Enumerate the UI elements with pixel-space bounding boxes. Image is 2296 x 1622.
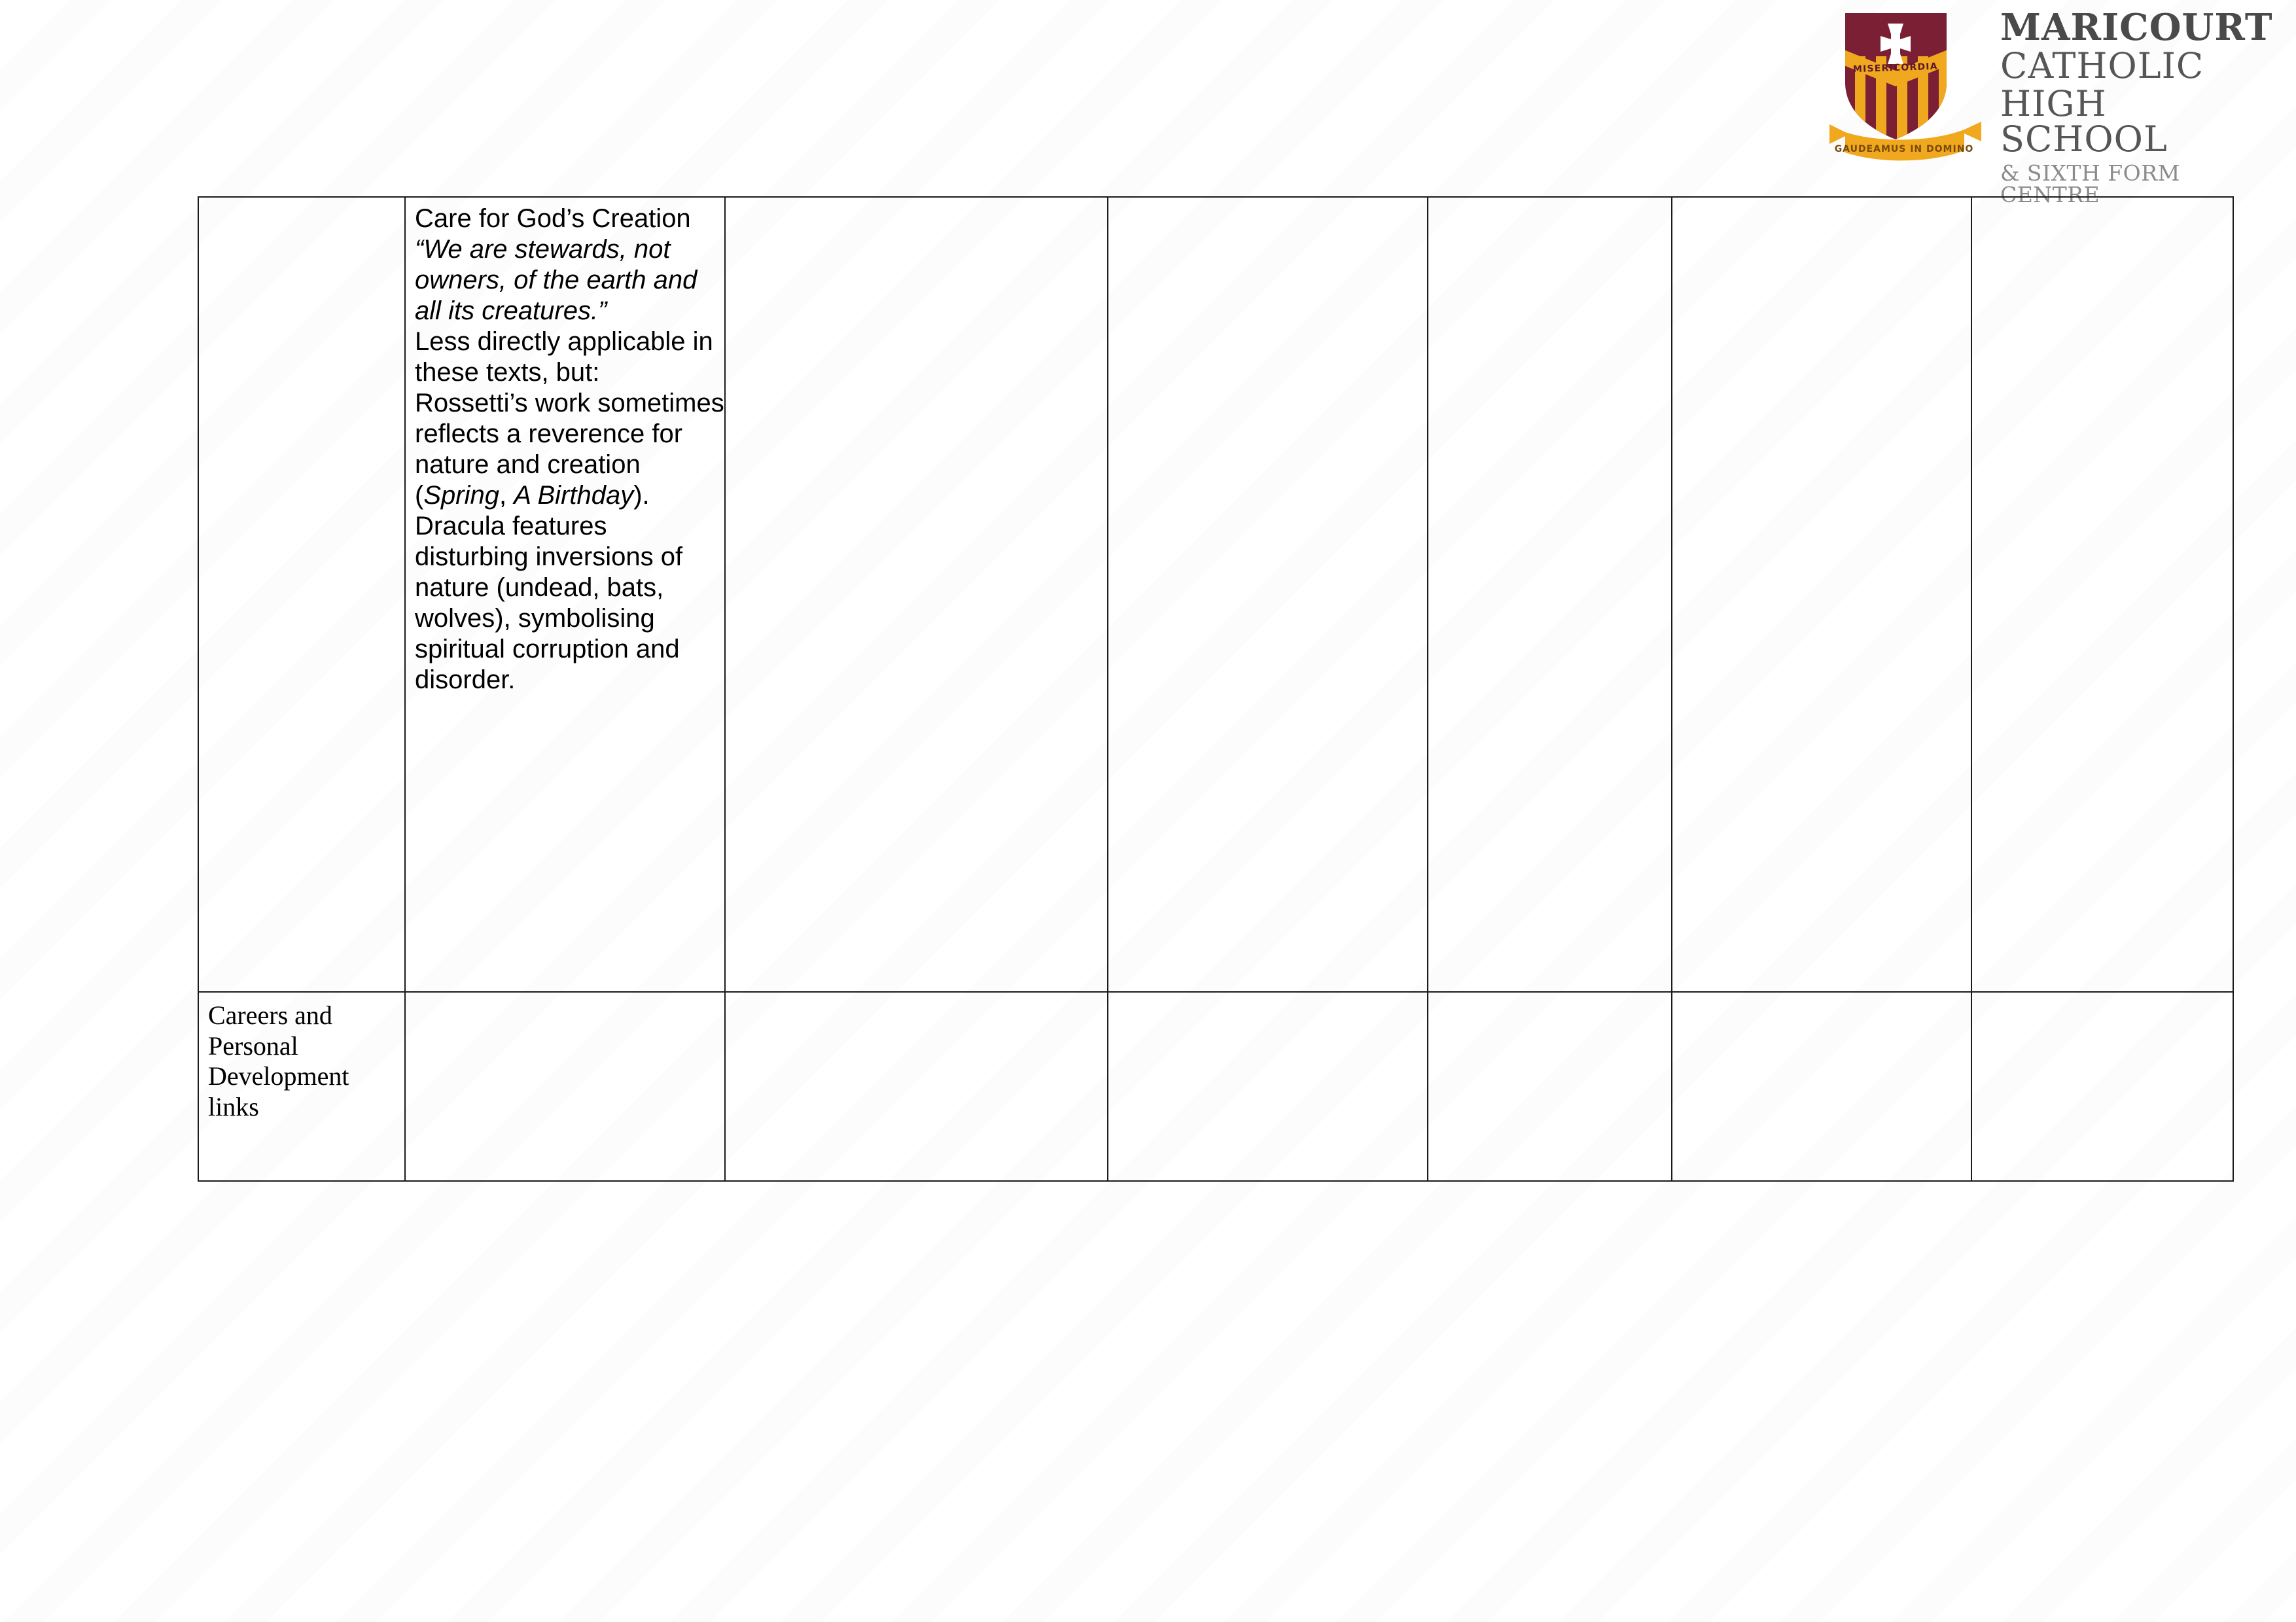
svg-text:MISERICORDIA: MISERICORDIA xyxy=(1853,62,1938,75)
cell-r1c5 xyxy=(1427,196,1672,993)
wordmark-line-high-school: HIGH SCHOOL xyxy=(2000,83,2168,160)
cell-r1c3 xyxy=(724,196,1108,993)
heading-care-for-gods-creation: Care for God’s Creation xyxy=(415,204,691,233)
careers-and-pd-links-label: Careers and Personal Development links xyxy=(208,1000,349,1121)
cell-r2c7 xyxy=(1971,991,2234,1182)
cell-r1c2-care-for-gods-creation: Care for God’s Creation “We are stewards… xyxy=(404,196,726,993)
school-logo: MISERICORDIA GAUDEAMUS IN DOMINO MARICOU… xyxy=(1826,5,2284,205)
rossetti-mid: , xyxy=(499,481,514,510)
care-for-creation-content: Care for God’s Creation “We are stewards… xyxy=(406,198,724,696)
school-wordmark: MARICOURT CATHOLIC HIGH SCHOOL & SIXTH F… xyxy=(2000,5,2284,205)
cell-r2c6 xyxy=(1671,991,1972,1182)
note-less-directly-applicable: Less directly applicable in these texts,… xyxy=(415,327,713,387)
cell-r1c1 xyxy=(198,196,406,993)
cell-r2c4 xyxy=(1107,991,1428,1182)
rossetti-suffix: ). xyxy=(633,481,650,510)
cell-r2c5 xyxy=(1427,991,1672,1182)
table-row: Careers and Personal Development links xyxy=(198,991,2234,1182)
cell-r2c3 xyxy=(724,991,1108,1182)
cell-r1c7 xyxy=(1971,196,2234,993)
table-row: Care for God’s Creation “We are stewards… xyxy=(198,196,2234,993)
cell-r1c6 xyxy=(1671,196,1972,993)
wordmark-line-sixth-form: & SIXTH FORM CENTRE xyxy=(2000,160,2180,207)
poem-title-a-birthday: A Birthday xyxy=(514,481,634,510)
wordmark-line-maricourt: MARICOURT xyxy=(2000,6,2273,49)
note-rossetti-nature: Rossetti’s work sometimes reflects a rev… xyxy=(415,388,724,511)
school-crest-icon: MISERICORDIA GAUDEAMUS IN DOMINO xyxy=(1826,5,1986,162)
note-dracula-nature-inversions: Dracula features disturbing inversions o… xyxy=(415,512,683,694)
cell-r2c2 xyxy=(404,991,726,1182)
svg-text:GAUDEAMUS IN DOMINO: GAUDEAMUS IN DOMINO xyxy=(1835,144,1974,154)
cell-r1c4 xyxy=(1107,196,1428,993)
rossetti-prefix: Rossetti’s work sometimes reflects a rev… xyxy=(415,389,724,510)
wordmark-line-catholic: CATHOLIC xyxy=(2000,45,2204,86)
poem-title-spring: Spring xyxy=(423,481,499,510)
cell-r2c1-careers-pd-links: Careers and Personal Development links xyxy=(198,991,406,1182)
curriculum-table: Care for God’s Creation “We are stewards… xyxy=(198,196,2234,1182)
quote-stewards: “We are stewards, not owners, of the ear… xyxy=(415,235,698,325)
